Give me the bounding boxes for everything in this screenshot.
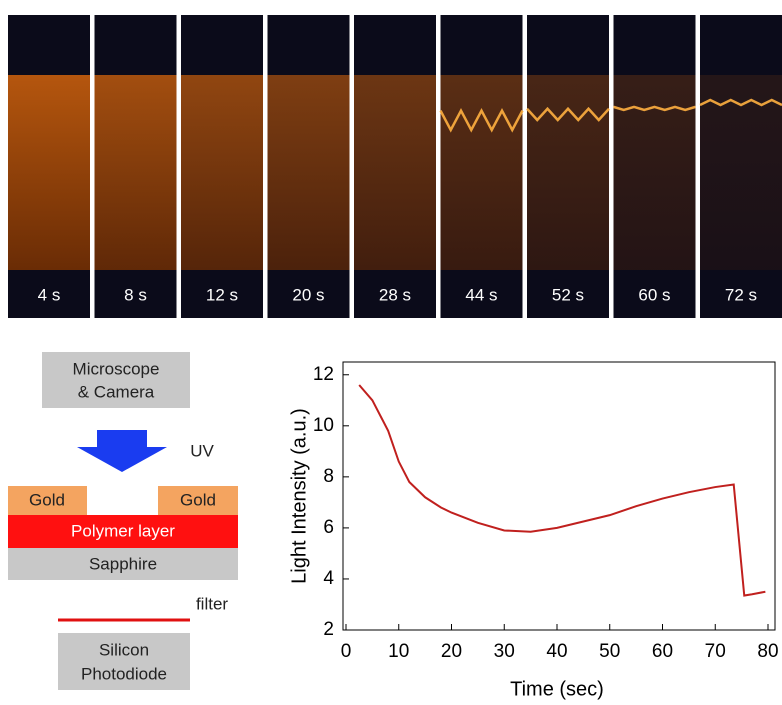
frame-glow xyxy=(354,75,436,270)
data-line xyxy=(358,384,766,597)
photodiode-label: Silicon xyxy=(99,640,149,659)
frame-edge xyxy=(613,105,696,112)
y-tick-label: 2 xyxy=(323,619,334,640)
frame-glow xyxy=(8,75,90,270)
x-tick-label: 80 xyxy=(757,641,778,662)
microscope-label: & Camera xyxy=(78,382,155,401)
uv-label: UV xyxy=(190,441,214,460)
y-tick-label: 4 xyxy=(323,568,334,589)
x-tick-label: 0 xyxy=(341,641,352,662)
photodiode-box xyxy=(58,633,190,690)
y-tick-label: 6 xyxy=(323,517,334,538)
frame-glow xyxy=(440,75,523,270)
frame-glow xyxy=(267,75,350,270)
frame-label: 44 s xyxy=(465,285,497,304)
x-tick-label: 30 xyxy=(494,641,515,662)
x-tick-label: 60 xyxy=(652,641,673,662)
plot-frame xyxy=(342,361,776,631)
frame-edge xyxy=(699,98,782,107)
frame-edge xyxy=(526,106,610,122)
y-tick-label: 12 xyxy=(313,364,334,385)
x-tick-label: 70 xyxy=(705,641,726,662)
sapphire-layer xyxy=(8,548,238,580)
filter-label: filter xyxy=(196,594,228,613)
microscope-box xyxy=(42,352,190,408)
chart: 0 10 20 30 40 50 60 70 80 2 4 6 8 10 12 Time (sec) Light… xyxy=(288,361,779,700)
frame-label: 52 s xyxy=(552,285,584,304)
frame-glow xyxy=(700,75,782,270)
polymer-layer xyxy=(8,515,238,548)
frame-label: 20 s xyxy=(292,285,324,304)
frame-label: 12 s xyxy=(206,285,238,304)
microscope-label: Microscope xyxy=(73,359,160,378)
frame-label: 8 s xyxy=(124,285,147,304)
frame-glow xyxy=(94,75,177,270)
uv-arrow xyxy=(77,430,167,472)
frame-label: 60 s xyxy=(638,285,670,304)
frame-glow xyxy=(181,75,263,270)
gold-pad xyxy=(8,486,87,515)
frame-label: 28 s xyxy=(379,285,411,304)
y-axis-title: Light Intensity (a.u.) xyxy=(288,408,310,584)
x-tick-label: 40 xyxy=(546,641,567,662)
y-tick-label: 8 xyxy=(323,466,334,487)
frame-strip: 4 s 8 s 12 s 20 s 28 s 44 s 52 s 60 s 72 s xyxy=(8,15,782,318)
y-tick-label: 10 xyxy=(313,415,334,436)
x-tick-label: 20 xyxy=(441,641,462,662)
gold-label: Gold xyxy=(180,490,216,509)
frame-edge xyxy=(439,107,524,133)
polymer-label: Polymer layer xyxy=(71,521,175,540)
x-tick-label: 10 xyxy=(388,641,409,662)
frame-label: 4 s xyxy=(38,285,61,304)
x-axis-title: Time (sec) xyxy=(510,678,604,700)
x-tick-label: 50 xyxy=(599,641,620,662)
photodiode-label: Photodiode xyxy=(81,664,167,683)
frame-label: 72 s xyxy=(725,285,757,304)
gold-pad xyxy=(158,486,238,515)
diagram: Microscope & Camera UV Gold Gold Polymer… xyxy=(8,352,238,690)
frame-glow xyxy=(613,75,696,270)
frame-glow xyxy=(527,75,609,270)
sapphire-label: Sapphire xyxy=(89,554,157,573)
gold-label: Gold xyxy=(29,490,65,509)
